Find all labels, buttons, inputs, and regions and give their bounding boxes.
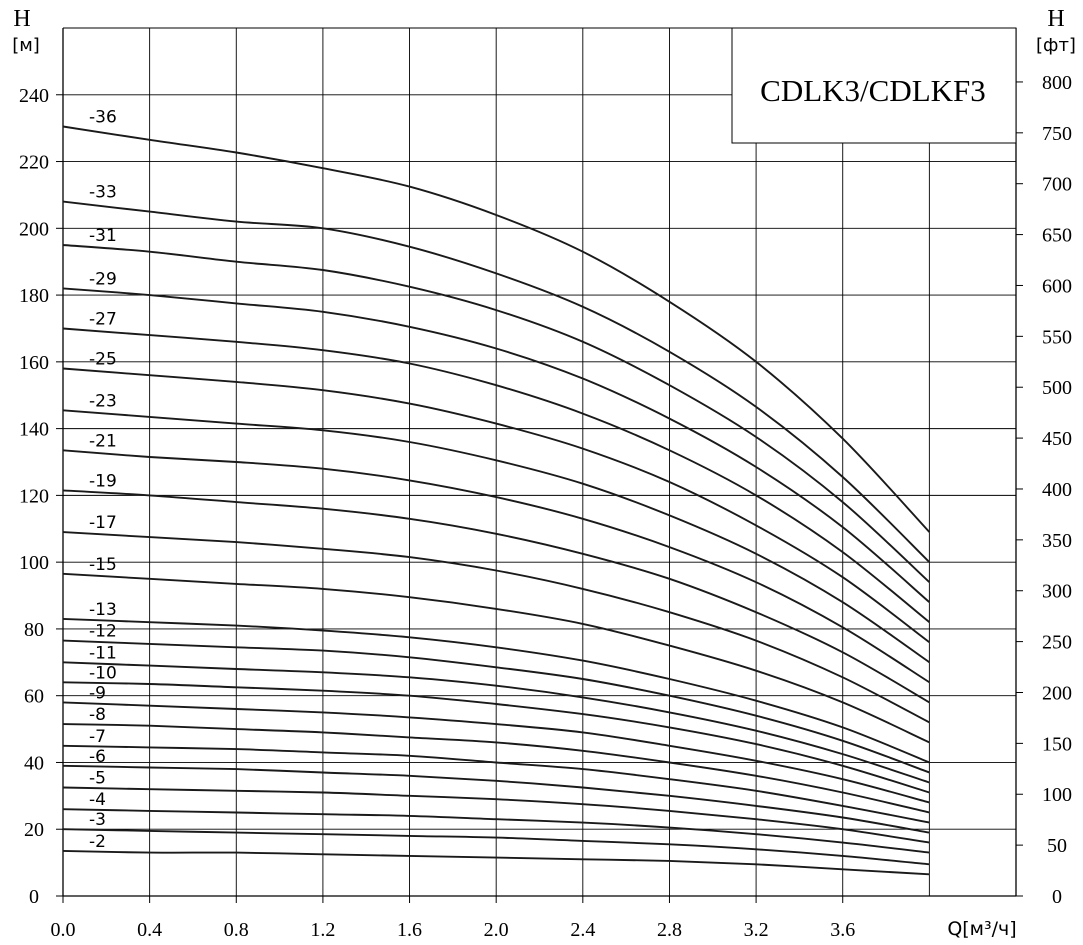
series-line--27: [62, 327, 930, 623]
y-axis-left-symbol: H: [13, 6, 30, 32]
series-line--31: [62, 244, 931, 583]
y-tick-label-right: 250: [1042, 632, 1072, 654]
series-group: [62, 125, 931, 876]
y-tick-label-left: 240: [19, 85, 49, 107]
series-label--27: -27: [89, 309, 117, 329]
series-label--3: -3: [89, 810, 106, 830]
series-label--5: -5: [89, 769, 106, 789]
y-tick-label-left: 200: [19, 218, 49, 240]
x-tick-label: 0.0: [51, 919, 76, 941]
series-line--36: [62, 125, 931, 533]
x-tick-label: 2.4: [570, 919, 595, 941]
x-tick-label: 3.6: [830, 919, 855, 941]
y-tick-label-left: 20: [24, 819, 44, 841]
series-label--19: -19: [89, 471, 117, 491]
series-line--2: [62, 849, 930, 876]
series-label--13: -13: [89, 600, 117, 620]
y-tick-label-right: 400: [1042, 479, 1072, 501]
y-tick-label-right: 350: [1042, 530, 1072, 552]
series-line--13: [62, 617, 930, 764]
y-tick-label-right: 150: [1042, 733, 1072, 755]
series-label--36: -36: [89, 107, 117, 127]
y-axis-right-unit: [фт]: [1036, 35, 1076, 56]
y-tick-label-right: 750: [1042, 123, 1072, 145]
series-label--31: -31: [89, 226, 117, 246]
x-axis-label: Q[м³/ч]: [947, 918, 1016, 940]
series-line--8: [62, 723, 930, 814]
y-tick-label-right: 450: [1042, 428, 1072, 450]
x-tick-label: 1.2: [310, 919, 335, 941]
series-label--12: -12: [89, 622, 117, 642]
tick-labels: 0 20 40 60 80 100 120 140 160 180 200 220 240 0 50 100 1…: [19, 72, 1072, 941]
y-tick-label-right: 50: [1047, 835, 1067, 857]
x-tick-label: 2.8: [657, 919, 682, 941]
series-line--12: [62, 639, 930, 774]
series-label--11: -11: [89, 643, 117, 663]
y-tick-label-right: 600: [1042, 275, 1072, 297]
series-line--33: [62, 200, 931, 563]
y-tick-label-right: 0: [1052, 886, 1062, 908]
series-line--19: [62, 489, 930, 704]
y-tick-label-left: 220: [19, 152, 49, 174]
y-tick-label-right: 800: [1042, 72, 1072, 94]
y-tick-label-right: 700: [1042, 174, 1072, 196]
y-tick-label-left: 0: [29, 886, 39, 908]
x-tick-label: 1.6: [397, 919, 422, 941]
y-tick-label-left: 40: [24, 752, 44, 774]
y-tick-label-left: 60: [24, 686, 44, 708]
y-tick-label-right: 650: [1042, 225, 1072, 247]
series-label--17: -17: [89, 513, 117, 533]
y-tick-label-right: 550: [1042, 326, 1072, 348]
y-tick-label-left: 180: [19, 285, 49, 307]
series-label--6: -6: [89, 747, 106, 767]
y-tick-label-right: 300: [1042, 581, 1072, 603]
series-label--23: -23: [89, 391, 117, 411]
series-line--10: [62, 681, 930, 794]
y-tick-label-right: 500: [1042, 377, 1072, 399]
series-label--8: -8: [89, 705, 106, 725]
y-tick-label-left: 100: [19, 552, 49, 574]
series-line--7: [62, 744, 930, 824]
x-tick-label: 3.2: [744, 919, 769, 941]
series-label--15: -15: [89, 555, 117, 575]
series-label--25: -25: [89, 350, 117, 370]
series-label--21: -21: [89, 431, 117, 451]
y-tick-label-right: 100: [1042, 784, 1072, 806]
series-label--9: -9: [89, 683, 106, 703]
x-tick-label: 0.8: [224, 919, 249, 941]
series-label--10: -10: [89, 663, 117, 683]
axes: [62, 27, 1017, 897]
x-tick-label: 0.4: [137, 919, 162, 941]
series-line--17: [62, 531, 930, 724]
series-label--4: -4: [89, 790, 106, 810]
series-line--5: [62, 786, 930, 844]
y-tick-label-left: 120: [19, 485, 49, 507]
series-label--29: -29: [89, 269, 117, 289]
series-line--3: [62, 828, 930, 866]
series-line--4: [62, 808, 930, 854]
y-tick-label-left: 160: [19, 352, 49, 374]
y-axis-right-symbol: H: [1047, 6, 1064, 32]
series-line--15: [62, 572, 930, 744]
y-tick-label-left: 80: [24, 619, 44, 641]
chart-title: CDLK3/CDLKF3: [760, 73, 986, 108]
x-tick-label: 2.0: [484, 919, 509, 941]
y-tick-label-left: 140: [19, 419, 49, 441]
series-line--21: [62, 449, 930, 684]
series-line--11: [62, 661, 930, 784]
series-line--29: [62, 287, 931, 603]
y-axis-left-unit: [м]: [12, 35, 40, 56]
series-label--2: -2: [89, 832, 106, 852]
y-tick-label-right: 200: [1042, 682, 1072, 704]
title-box: [731, 27, 1017, 144]
series-label--33: -33: [89, 183, 117, 203]
series-line--25: [62, 367, 930, 644]
series-label--7: -7: [89, 727, 106, 747]
series-line--23: [62, 409, 930, 664]
series-labels: -36-33-31-29-27-25-23-21-19-17-15-13-12-…: [89, 107, 117, 851]
series-line--9: [62, 701, 930, 804]
series-line--6: [62, 764, 930, 834]
